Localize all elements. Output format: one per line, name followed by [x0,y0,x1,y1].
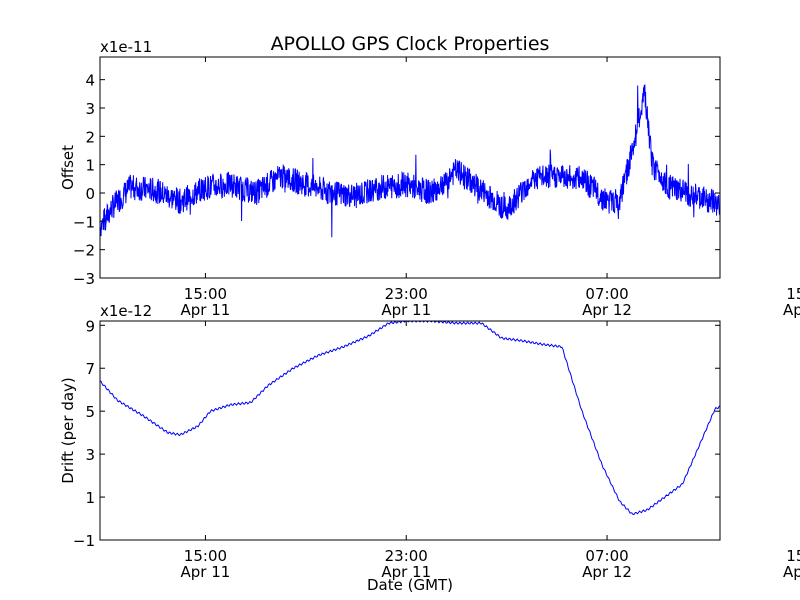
x-tick-time-label: 23:00 [385,285,428,303]
y-tick-label: 4 [85,72,95,90]
offset-series-line [100,84,720,238]
x-tick-time-label: 07:00 [585,285,628,303]
drift-scale-label: x1e-12 [100,302,152,320]
y-tick-label: −3 [73,270,95,288]
chart-title: APOLLO GPS Clock Properties [271,33,550,55]
x-tick-date-label: Apr 11 [381,301,431,319]
y-tick-label: 7 [85,360,95,378]
x-tick-date-label: Apr 11 [181,563,231,581]
y-tick-label: 5 [85,403,95,421]
offset-plot-frame [99,56,721,279]
drift-y-axis-label: Drift (per day) [59,377,77,484]
y-tick-label: 3 [85,446,95,464]
y-tick-label: −1 [73,532,95,550]
x-tick-time-label: 07:00 [585,547,628,565]
y-tick-label: 3 [85,100,95,118]
y-tick-label: 1 [85,157,95,175]
x-tick-date-label: Apr 11 [381,563,431,581]
y-tick-label: 0 [85,185,95,203]
offset-scale-label: x1e-11 [100,38,152,56]
x-tick-time-label: 15:00 [184,285,227,303]
y-tick-label: 1 [85,489,95,507]
drift-plot-frame [99,320,721,541]
drift-series-line [100,321,720,516]
offset-y-axis-label: Offset [59,145,77,190]
y-tick-label: −1 [73,213,95,231]
x-tick-date-label: Apr 12 [783,563,800,581]
y-tick-label: 9 [85,317,95,335]
x-axis-label: Date (GMT) [367,576,453,594]
x-tick-date-label: Apr 12 [582,301,632,319]
x-tick-time-label: 23:00 [385,547,428,565]
x-tick-date-label: Apr 11 [181,301,231,319]
x-tick-date-label: Apr 12 [582,563,632,581]
y-tick-label: −2 [73,242,95,260]
y-tick-label: 2 [85,128,95,146]
x-tick-time-label: 15:00 [786,285,800,303]
x-tick-time-label: 15:00 [184,547,227,565]
x-tick-date-label: Apr 12 [783,301,800,319]
x-tick-time-label: 15:00 [786,547,800,565]
